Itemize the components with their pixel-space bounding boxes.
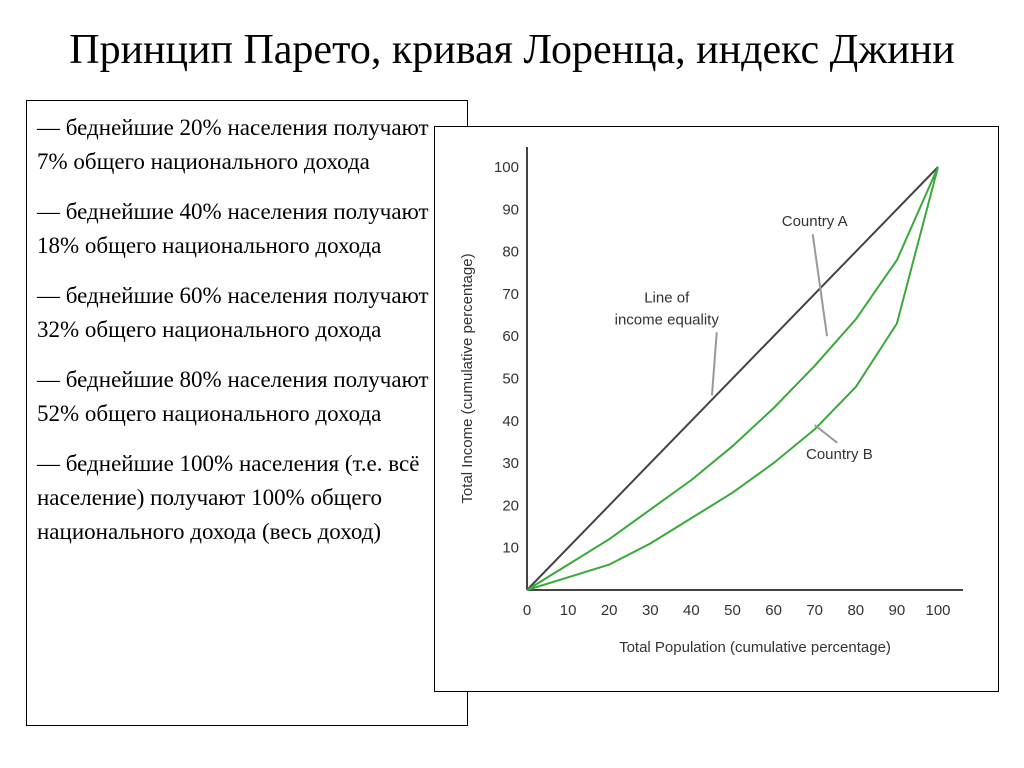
equality-annotation-text: income equality	[615, 311, 720, 328]
x-tick-label: 10	[560, 602, 577, 619]
x-tick-label: 100	[925, 602, 950, 619]
y-tick-label: 70	[502, 286, 519, 303]
x-tick-label: 70	[806, 602, 823, 619]
country-b-annotation-text: Country B	[806, 446, 873, 463]
y-tick-label: 40	[502, 413, 519, 430]
equality-annotation-text: Line of	[644, 289, 690, 306]
x-tick-label: 60	[765, 602, 782, 619]
paragraph-3: — беднейшие 60% населения получают 32% о…	[37, 283, 429, 342]
x-tick-label: 50	[724, 602, 741, 619]
slide-title: Принцип Парето, кривая Лоренца, индекс Д…	[69, 27, 955, 73]
paragraph-5: — беднейшие 100% населения (т.е. всё нас…	[37, 451, 420, 544]
x-tick-label: 90	[889, 602, 906, 619]
y-tick-label: 20	[502, 497, 519, 514]
y-tick-label: 90	[502, 201, 519, 218]
paragraph-4: — беднейшие 80% населения получают 52% о…	[37, 367, 429, 426]
x-tick-label: 30	[642, 602, 659, 619]
country-a-annotation-text: Country A	[782, 213, 848, 230]
y-tick-label: 80	[502, 244, 519, 261]
x-axis-label: Total Population (cumulative percentage)	[619, 639, 891, 656]
country-a-curve	[526, 166, 939, 591]
y-tick-label: 50	[502, 371, 519, 388]
lorenz-chart: 0 10 20 30 40 50 60 70 80 90 100 10 20 30 40 50 60 70 80 90…	[434, 126, 999, 692]
equality-line	[526, 166, 939, 591]
y-tick-label: 60	[502, 328, 519, 345]
x-tick-label: 20	[601, 602, 618, 619]
paragraph-2: — беднейшие 40% населения получают 18% о…	[37, 199, 429, 258]
text-panel: — беднейшие 20% населения получают 7% об…	[26, 100, 468, 726]
equality-annotation-leader	[710, 332, 718, 396]
paragraph-1: — беднейшие 20% населения получают 7% об…	[37, 115, 429, 174]
x-tick-label: 0	[523, 602, 531, 619]
y-tick-label: 30	[502, 455, 519, 472]
country-a-annotation-leader	[811, 234, 829, 337]
country-b-curve	[526, 166, 939, 591]
y-tick-label: 10	[502, 540, 519, 557]
x-tick-label: 40	[683, 602, 700, 619]
lorenz-chart-svg: 0 10 20 30 40 50 60 70 80 90 100 10 20 30 40 50 60 70 80 90…	[459, 147, 963, 656]
country-b-annotation-leader	[814, 424, 838, 444]
y-tick-label: 100	[494, 159, 519, 176]
x-tick-label: 80	[847, 602, 864, 619]
y-axis-label: Total Income (cumulative percentage)	[459, 253, 476, 503]
